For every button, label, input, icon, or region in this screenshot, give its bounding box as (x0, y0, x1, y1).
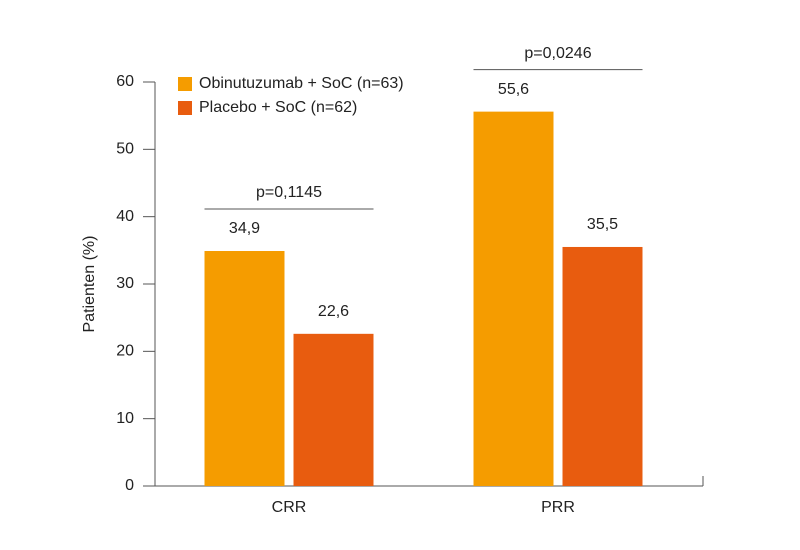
legend-swatch (178, 101, 192, 115)
x-tick-label: PRR (541, 499, 575, 516)
bar (473, 111, 554, 487)
value-label: 22,6 (318, 303, 349, 320)
bar (562, 246, 643, 486)
y-tick-label: 0 (125, 477, 134, 494)
y-tick-label: 30 (116, 275, 134, 292)
value-label: 34,9 (229, 220, 260, 237)
y-axis-label: Patienten (%) (81, 236, 98, 333)
bar (293, 333, 374, 486)
y-tick-label: 20 (116, 343, 134, 360)
legend-label: Obinutuzumab + SoC (n=63) (199, 75, 404, 92)
value-label: 35,5 (587, 216, 618, 233)
x-tick-label: CRR (272, 499, 307, 516)
legend-label: Placebo + SoC (n=62) (199, 99, 357, 116)
y-tick-label: 40 (116, 208, 134, 225)
y-tick-label: 10 (116, 410, 134, 427)
y-tick-label: 60 (116, 73, 134, 90)
p-value: p=0,1145 (256, 184, 322, 201)
value-label: 55,6 (498, 81, 529, 98)
p-value: p=0,0246 (524, 45, 591, 62)
legend-swatch (178, 77, 192, 91)
y-tick-label: 50 (116, 141, 134, 158)
bar (204, 251, 285, 486)
